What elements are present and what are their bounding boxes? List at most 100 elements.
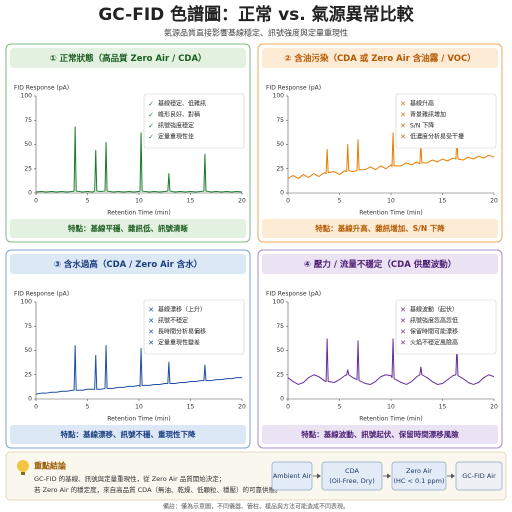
x-tick-label: 15 [187,198,195,205]
note-icon: ✕ [148,339,154,347]
y-tick-label: 50 [24,141,32,148]
x-axis-label: Retention Time (min) [359,210,422,217]
x-tick-label: 5 [338,198,342,205]
y-axis-label: FID Response (pA) [266,85,321,92]
note-text: 火焰不穩定風險高 [410,339,458,347]
panel-header [262,254,498,274]
y-tick-label: 0 [28,190,32,197]
trace [35,345,242,395]
panel-header [262,48,498,68]
note-icon: ✕ [400,328,406,336]
note-text: 基線波動（起伏） [410,306,458,314]
y-tick-label: 100 [21,93,33,100]
note-icon: ✓ [148,133,154,141]
panel-caption: 特點：基線漂移、訊號不穩、重現性下降 [61,429,196,439]
x-tick-label: 20 [490,198,498,205]
conclusion-line: 若 Zero Air 的穩定度，來自高品質 CDA（無油、乾燥、低顆粒、穩壓）的… [34,485,282,494]
notes-box [395,299,497,355]
trace [287,338,495,385]
y-tick-label: 50 [276,141,284,148]
y-axis-label: FID Response (pA) [266,291,321,298]
note-icon: ✕ [148,306,154,314]
y-tick-label: 75 [24,117,32,124]
x-tick-label: 15 [439,404,447,411]
y-tick-label: 50 [24,347,32,354]
panel-header [10,48,246,68]
note-icon: ✕ [400,306,406,314]
y-tick-label: 25 [24,165,32,172]
note-text: 長時間分析易偏移 [158,328,206,336]
panel-caption: 特點：基線平穩、雜訊低、訊號清晰 [68,223,188,233]
panel-title: ② 含油污染（CDA 或 Zero Air 含油霧 / VOC） [284,53,475,64]
note-icon: ✕ [400,317,406,325]
note-icon: ✕ [400,122,406,130]
y-tick-label: 25 [276,371,284,378]
flow-box [391,461,447,491]
y-tick-label: 25 [24,371,32,378]
x-tick-label: 0 [34,404,38,411]
conclusion-title: 重點結論 [34,461,67,471]
x-tick-label: 0 [34,198,38,205]
x-tick-label: 20 [490,404,498,411]
x-tick-label: 10 [135,198,143,205]
panel [257,43,503,243]
note-text: 低濃度分析易受干擾 [410,133,464,141]
note-text: 訊號強度忽高忽低 [410,317,458,325]
bulb-base [21,472,25,475]
x-tick-label: 5 [338,404,342,411]
note-text: 訊號強度穩定 [158,122,194,130]
note-text: S/N 下降 [410,122,434,130]
caption-band [262,425,498,444]
conclusion-line: GC-FID 的基線、訊號與定量重現性，從 Zero Air 品質開始決定； [34,474,225,483]
note-text: 基線穩定、低雜訊 [158,100,206,108]
x-tick-label: 10 [387,198,395,205]
flow-box [271,461,313,491]
trace [287,132,495,179]
note-icon: ✓ [148,122,154,130]
caption-band [262,219,498,238]
x-tick-label: 10 [387,404,395,411]
y-axis-label: FID Response (pA) [14,291,69,298]
y-tick-label: 100 [273,93,285,100]
x-axis-label: Retention Time (min) [359,416,422,423]
flow-sub: (HC < 0.1 ppm) [393,477,444,485]
y-tick-label: 25 [276,165,284,172]
flow-box [321,461,383,491]
note-icon: ✓ [148,100,154,108]
notes-box [143,299,245,355]
note-icon: ✕ [400,100,406,108]
y-axis-label: FID Response (pA) [14,85,69,92]
flow-arrowhead [451,473,455,479]
flow-label: Zero Air [406,467,432,475]
panel-title: ① 正常狀態（高品質 Zero Air / CDA） [49,53,206,64]
caption-band [10,425,246,444]
flow-arrowhead [387,473,391,479]
y-tick-label: 75 [24,323,32,330]
y-tick-label: 100 [21,299,33,306]
x-axis-label: Retention Time (min) [107,416,170,423]
x-tick-label: 0 [286,404,290,411]
x-tick-label: 15 [439,198,447,205]
note-icon: ✕ [400,339,406,347]
note-icon: ✓ [148,111,154,119]
notes-box [143,93,245,149]
page-subtitle: 氣源品質直接影響基線穩定、訊號強度與定量重現性 [164,28,348,38]
x-tick-label: 0 [286,198,290,205]
page-title: GC-FID 色譜圖：正常 vs. 氣源異常比較 [98,4,414,25]
note-text: 定量重現性變差 [158,339,200,347]
note-text: 背景雜訊增加 [410,111,446,119]
y-tick-label: 50 [276,347,284,354]
note-text: 基線漂移（上升） [158,306,206,314]
note-text: 保留時間可能漂移 [410,328,458,336]
bulb-icon [17,460,29,472]
y-tick-label: 75 [276,117,284,124]
note-text: 基線升高 [410,100,434,108]
y-tick-label: 100 [273,299,285,306]
x-tick-label: 20 [238,404,246,411]
panel [5,249,251,449]
note-text: 峰形良好、對稱 [158,111,200,119]
panel-caption: 特點：基線波動、訊號起伏、保留時間漂移風險 [301,429,459,439]
y-tick-label: 75 [276,323,284,330]
note-icon: ✕ [400,111,406,119]
